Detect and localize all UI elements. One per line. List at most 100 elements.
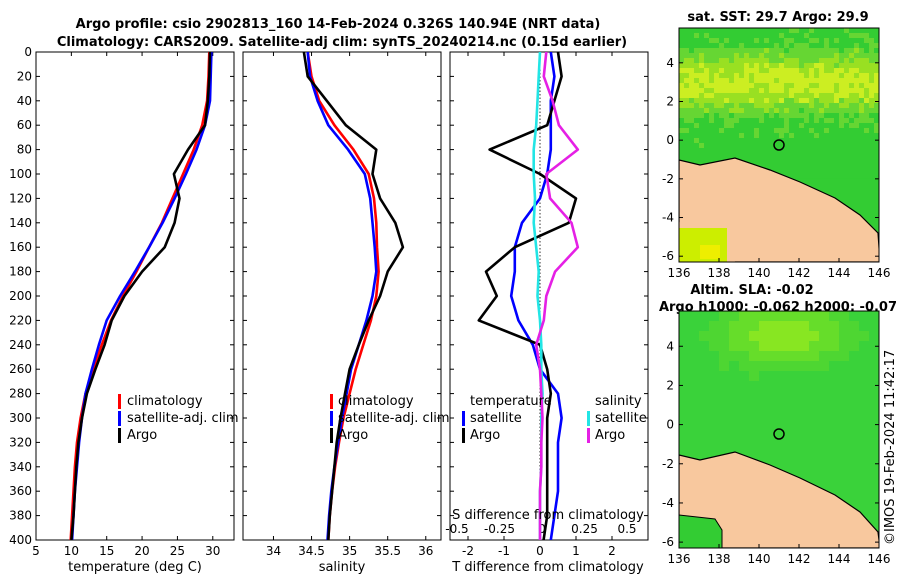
temperature-lines <box>69 52 213 540</box>
map-x-tick-label: 136 <box>668 552 691 566</box>
sla-cell <box>819 321 830 332</box>
sla-cell <box>809 351 820 362</box>
sst-cell <box>844 173 850 179</box>
sst-cell <box>764 28 770 34</box>
sst-cell <box>829 78 835 84</box>
sst-cell <box>809 53 815 59</box>
sla-cell <box>809 311 820 322</box>
sla-cell <box>829 481 840 492</box>
sst-cell <box>779 148 785 154</box>
sst-cell <box>699 68 705 74</box>
sst-cell <box>754 33 760 39</box>
sst-cell <box>729 143 735 149</box>
sst-cell <box>734 48 740 54</box>
sst-cell <box>814 48 820 54</box>
sst-cell <box>824 78 830 84</box>
sst-cell <box>684 38 690 44</box>
sst-cell <box>734 128 740 134</box>
sst-cell <box>704 28 710 34</box>
sla-cell <box>799 331 810 342</box>
sst-cell <box>704 128 710 134</box>
sst-cell <box>684 158 690 164</box>
imos-watermark: ©IMOS 19-Feb-2024 11:42:17 <box>883 350 898 545</box>
sst-cell <box>859 83 865 89</box>
sst-cell <box>704 113 710 119</box>
sst-cell <box>714 28 720 34</box>
sst-cell <box>829 53 835 59</box>
sla-cell <box>809 361 820 372</box>
sst-cell <box>729 58 735 64</box>
sst-cell <box>829 123 835 129</box>
sst-cell <box>764 48 770 54</box>
sst-cell <box>679 133 685 139</box>
sla-cell <box>819 381 830 392</box>
sst-cell <box>784 33 790 39</box>
sst-cell <box>709 43 715 49</box>
legend-t-satellite: satellite <box>470 411 522 426</box>
sst-cell <box>829 153 835 159</box>
sst-cell <box>819 103 825 109</box>
sst-cell <box>819 43 825 49</box>
sst-cell <box>709 133 715 139</box>
sst-cell <box>704 58 710 64</box>
sst-cell <box>869 163 875 169</box>
sla-cell <box>809 451 820 462</box>
sst-cell <box>824 173 830 179</box>
sst-cell <box>734 118 740 124</box>
legend-swatch-t-argo <box>462 428 465 443</box>
sst-cell <box>729 93 735 99</box>
sst-cell <box>849 28 855 34</box>
sst-cell <box>834 48 840 54</box>
sst-cell <box>704 93 710 99</box>
sst-cell <box>809 78 815 84</box>
legend-s-argo: Argo <box>595 428 625 443</box>
sst-cell <box>874 98 879 104</box>
sst-cell <box>844 98 850 104</box>
sst-cell <box>814 88 820 94</box>
sla-cell <box>789 381 800 392</box>
sst-cell <box>789 143 795 149</box>
sla-cell <box>729 411 740 422</box>
sst-cell <box>779 33 785 39</box>
sst-cell <box>714 43 720 49</box>
sst-cell <box>839 43 845 49</box>
sst-cell <box>859 153 865 159</box>
sst-cell <box>734 63 740 69</box>
sst-cell <box>684 73 690 79</box>
sla-cell <box>849 411 860 422</box>
sst-cell <box>694 78 700 84</box>
sla-cell <box>819 351 830 362</box>
sst-cell <box>694 48 700 54</box>
sst-cell <box>804 133 810 139</box>
difference-xlabel: T difference from climatology <box>451 560 644 575</box>
sla-cell <box>769 411 780 422</box>
sst-cell <box>864 158 870 164</box>
sst-cell <box>769 53 775 59</box>
sla-cell <box>769 361 780 372</box>
sst-cell <box>794 83 800 89</box>
sst-cell <box>739 28 745 34</box>
sla-cell <box>849 491 860 502</box>
sst-cell <box>874 123 879 129</box>
sst-cell <box>809 123 815 129</box>
sst-cell <box>814 118 820 124</box>
sst-cell <box>774 48 780 54</box>
sla-cell <box>689 351 700 362</box>
sla-cell <box>729 391 740 402</box>
map-y-tick-label: -2 <box>662 172 674 186</box>
sst-cell <box>749 113 755 119</box>
sst-cell <box>804 113 810 119</box>
sla-cell <box>699 441 710 452</box>
sla-cell <box>809 441 820 452</box>
sst-cell <box>814 113 820 119</box>
sst-cell <box>694 128 700 134</box>
sst-cell <box>814 38 820 44</box>
sst-cell <box>804 118 810 124</box>
sst-cell <box>699 143 705 149</box>
sst-cell <box>764 68 770 74</box>
sst-cell <box>849 148 855 154</box>
sst-cell <box>694 143 700 149</box>
sst-cell <box>814 103 820 109</box>
sst-cell <box>724 48 730 54</box>
sst-cell <box>774 143 780 149</box>
